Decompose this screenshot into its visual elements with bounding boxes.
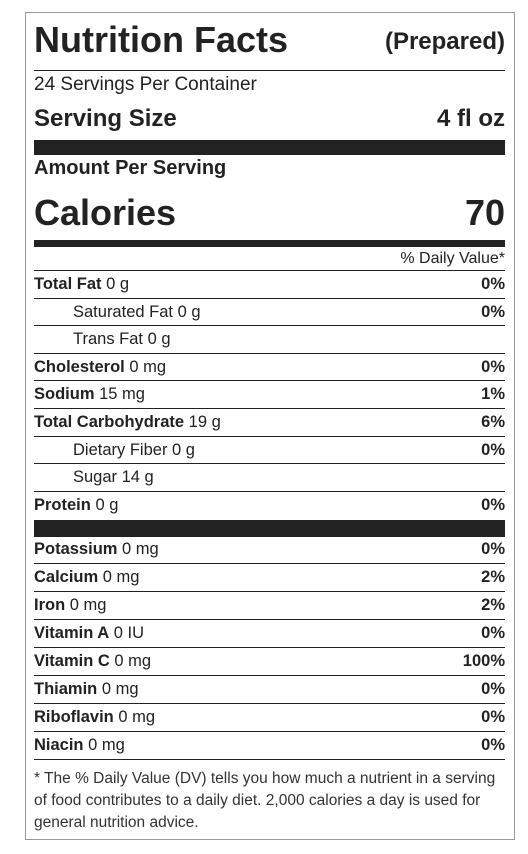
nutrient-row: Vitamin A 0 IU — [34, 625, 144, 642]
nutrient-row: Trans Fat 0 g — [73, 331, 171, 348]
nutrient-name: Sodium — [34, 385, 95, 404]
rule — [34, 759, 505, 760]
serving-size-label: Serving Size — [34, 105, 177, 132]
nutrient-amount: 0 mg — [122, 540, 159, 558]
nutrient-row: Vitamin C 0 mg — [34, 653, 151, 670]
rule — [34, 380, 505, 382]
nutrient-name: Total Fat — [34, 275, 102, 293]
nutrient-row: Thiamin 0 mg — [34, 681, 139, 698]
thick-rule — [34, 140, 505, 155]
nutrient-amount: 0 g — [147, 330, 171, 349]
nutrient-amount: 19 g — [188, 413, 221, 431]
nutrient-amount: 0 mg — [118, 708, 156, 726]
nutrient-name: Calcium — [34, 568, 99, 586]
nutrient-amount: 0 mg — [114, 652, 152, 670]
nutrient-row: Riboflavin 0 mg — [34, 709, 155, 726]
daily-value: 0% — [481, 680, 505, 698]
nutrient-amount: 0 g — [172, 440, 195, 459]
calories-value: 70 — [464, 192, 505, 233]
nutrient-amount: 0 g — [106, 275, 130, 293]
rule — [34, 270, 505, 271]
nutrient-amount: 0 mg — [101, 680, 139, 698]
rule — [34, 463, 505, 465]
nutrient-name: Vitamin C — [34, 652, 110, 670]
daily-value: 0% — [481, 624, 505, 642]
nutrient-row: Total Fat 0 g — [34, 276, 129, 293]
nutrient-name: Thiamin — [34, 680, 98, 698]
rule — [34, 563, 505, 564]
serving-size-value: 4 fl oz — [436, 105, 505, 132]
nutrient-name: Riboflavin — [34, 708, 114, 726]
thick-rule — [34, 520, 505, 537]
nutrient-name: Saturated Fat — [73, 302, 173, 321]
nutrient-row: Sugar 14 g — [73, 469, 154, 486]
daily-value: 0% — [481, 357, 505, 376]
nutrient-row: Iron 0 mg — [34, 597, 106, 614]
nutrient-name: Iron — [34, 596, 66, 614]
rule — [34, 352, 505, 354]
calories-label: Calories — [34, 192, 177, 233]
daily-value: 0% — [481, 540, 505, 558]
title: Nutrition Facts — [34, 19, 289, 60]
rule — [34, 408, 505, 409]
servings: 24 Servings Per Container — [34, 74, 257, 95]
rule — [34, 731, 505, 732]
daily-value: 100% — [462, 652, 505, 670]
rule — [34, 325, 505, 327]
nutrient-row: Protein 0 g — [34, 497, 118, 514]
daily-value-header: % Daily Value* — [400, 250, 505, 267]
rule — [34, 675, 505, 676]
nutrient-amount: 15 mg — [99, 385, 145, 404]
nutrient-row: Saturated Fat 0 g — [73, 302, 201, 321]
nutrient-amount: 0 mg — [129, 357, 167, 376]
nutrient-name: Total Carbohydrate — [34, 413, 185, 431]
rule — [34, 70, 505, 71]
nutrient-name: Protein — [34, 495, 91, 514]
nutrient-amount: 0 mg — [88, 736, 125, 754]
nutrient-row: Cholesterol 0 mg — [34, 359, 166, 376]
nutrient-row: Niacin 0 mg — [34, 737, 125, 754]
nutrient-row: Total Carbohydrate 19 g — [34, 414, 221, 431]
nutrient-row: Potassium 0 mg — [34, 541, 159, 558]
daily-value: 0% — [481, 736, 505, 754]
rule — [34, 619, 505, 620]
nutrient-amount: 0 g — [95, 495, 119, 514]
nutrient-name: Dietary Fiber — [73, 440, 168, 459]
daily-value: 0% — [481, 275, 505, 293]
rule — [34, 297, 505, 299]
rule — [34, 490, 505, 492]
nutrient-row: Sodium 15 mg — [34, 386, 145, 403]
rule — [34, 591, 505, 592]
footnote: * The % Daily Value (DV) tells you how m… — [34, 770, 496, 831]
subtitle: (Prepared) — [384, 28, 505, 55]
nutrient-amount: 0 mg — [102, 568, 140, 586]
daily-value: 1% — [481, 385, 505, 404]
nutrient-amount: 0 mg — [69, 596, 107, 614]
daily-value: 2% — [481, 596, 505, 614]
rule — [34, 435, 505, 437]
nutrient-name: Trans Fat — [73, 330, 143, 349]
nutrient-amount: 0 IU — [113, 624, 145, 642]
nutrient-row: Dietary Fiber 0 g — [73, 440, 195, 459]
daily-value: 2% — [481, 568, 505, 586]
label-border — [25, 12, 515, 840]
nutrient-amount: 14 g — [121, 468, 154, 487]
medium-rule — [34, 240, 505, 247]
rule — [34, 647, 505, 648]
nutrient-name: Vitamin A — [34, 624, 110, 642]
amount-per-serving: Amount Per Serving — [34, 157, 227, 179]
nutrient-name: Potassium — [34, 540, 118, 558]
nutrient-row: Calcium 0 mg — [34, 569, 139, 586]
daily-value: 0% — [481, 495, 505, 514]
rule — [34, 703, 505, 704]
nutrient-name: Sugar — [73, 468, 118, 487]
daily-value: 6% — [481, 413, 505, 431]
nutrient-name: Cholesterol — [34, 357, 125, 376]
daily-value: 0% — [481, 440, 505, 459]
nutrient-amount: 0 g — [177, 302, 201, 321]
daily-value: 0% — [481, 708, 505, 726]
daily-value: 0% — [481, 302, 505, 321]
nutrient-name: Niacin — [34, 736, 84, 754]
